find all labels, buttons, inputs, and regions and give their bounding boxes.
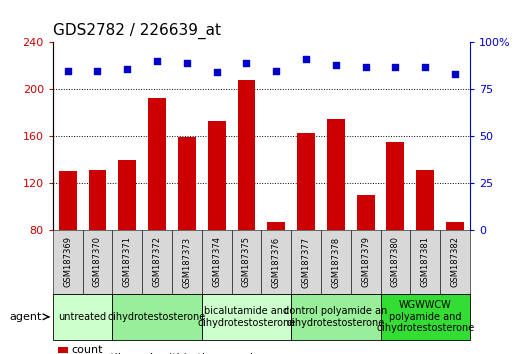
Point bbox=[183, 60, 191, 66]
Bar bbox=[416, 170, 434, 324]
Bar bbox=[59, 171, 77, 324]
Text: GSM187374: GSM187374 bbox=[212, 236, 221, 287]
Bar bbox=[297, 133, 315, 324]
Bar bbox=[178, 137, 196, 324]
Point bbox=[272, 68, 280, 74]
Text: GSM187380: GSM187380 bbox=[391, 236, 400, 287]
Bar bbox=[446, 222, 464, 324]
Bar bbox=[118, 160, 136, 324]
Point bbox=[421, 64, 429, 70]
Text: GSM187377: GSM187377 bbox=[301, 236, 310, 287]
Text: agent: agent bbox=[10, 312, 42, 322]
Bar bbox=[386, 142, 404, 324]
Text: GSM187373: GSM187373 bbox=[182, 236, 191, 287]
Text: GSM187379: GSM187379 bbox=[361, 236, 370, 287]
Text: GSM187381: GSM187381 bbox=[421, 236, 430, 287]
Text: GSM187372: GSM187372 bbox=[153, 236, 162, 287]
Text: untreated: untreated bbox=[59, 312, 107, 322]
Bar bbox=[327, 119, 345, 324]
Text: count: count bbox=[72, 345, 103, 354]
Text: GSM187375: GSM187375 bbox=[242, 236, 251, 287]
Point bbox=[123, 66, 131, 72]
Text: GSM187371: GSM187371 bbox=[123, 236, 132, 287]
Bar bbox=[357, 195, 374, 324]
Text: GSM187382: GSM187382 bbox=[450, 236, 459, 287]
Point bbox=[212, 70, 221, 75]
Bar bbox=[238, 80, 256, 324]
Point bbox=[391, 64, 400, 70]
Bar bbox=[208, 121, 225, 324]
Text: WGWWCW
polyamide and
dihydrotestosterone: WGWWCW polyamide and dihydrotestosterone bbox=[376, 300, 474, 333]
Point bbox=[332, 62, 340, 68]
Text: GSM187376: GSM187376 bbox=[272, 236, 281, 287]
Text: GSM187369: GSM187369 bbox=[63, 236, 72, 287]
Text: bicalutamide and
dihydrotestosterone: bicalutamide and dihydrotestosterone bbox=[197, 306, 296, 328]
Text: control polyamide an
dihydrotestosterone: control polyamide an dihydrotestosterone bbox=[284, 306, 388, 328]
Bar bbox=[148, 98, 166, 324]
Bar bbox=[267, 222, 285, 324]
Text: GSM187370: GSM187370 bbox=[93, 236, 102, 287]
Bar bbox=[89, 170, 107, 324]
Text: dihydrotestosterone: dihydrotestosterone bbox=[108, 312, 206, 322]
Point bbox=[242, 60, 251, 66]
Text: percentile rank within the sample: percentile rank within the sample bbox=[72, 353, 260, 354]
Point bbox=[302, 57, 310, 62]
Point bbox=[93, 68, 102, 74]
Text: GDS2782 / 226639_at: GDS2782 / 226639_at bbox=[53, 23, 221, 39]
Point bbox=[451, 72, 459, 77]
Point bbox=[63, 68, 72, 74]
Point bbox=[361, 64, 370, 70]
Text: GSM187378: GSM187378 bbox=[332, 236, 341, 287]
Point bbox=[153, 58, 162, 64]
